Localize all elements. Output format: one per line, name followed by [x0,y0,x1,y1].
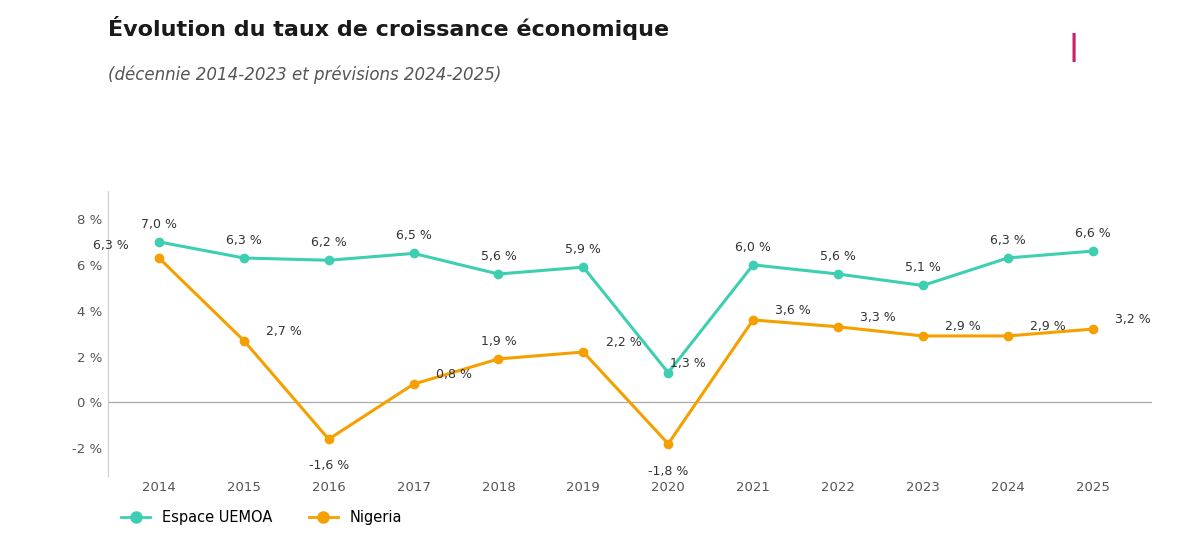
Text: 6,5 %: 6,5 % [396,229,432,242]
Text: 5,1 %: 5,1 % [905,261,941,275]
Text: 2,2 %: 2,2 % [606,336,641,349]
Text: 7,0 %: 7,0 % [140,218,176,231]
Legend: Espace UEMOA, Nigeria: Espace UEMOA, Nigeria [115,504,408,531]
Text: 3,3 %: 3,3 % [860,311,896,324]
Text: -1,6 %: -1,6 % [308,458,349,472]
Text: 3,6 %: 3,6 % [775,304,811,317]
Text: -1,8 %: -1,8 % [648,464,689,478]
Text: 6,2 %: 6,2 % [311,236,347,249]
Text: Évolution du taux de croissance économique: Évolution du taux de croissance économiq… [108,16,670,40]
Text: 1,9 %: 1,9 % [480,335,516,348]
Text: 6,3 %: 6,3 % [226,234,262,247]
Text: 2,9 %: 2,9 % [946,320,980,333]
Text: 2,9 %: 2,9 % [1030,320,1066,333]
Text: 6,3 %: 6,3 % [990,234,1026,247]
Text: 6,0 %: 6,0 % [736,241,772,254]
Text: 1,3 %: 1,3 % [670,357,706,370]
Text: 5,9 %: 5,9 % [565,243,601,256]
Text: 6,3 %: 6,3 % [92,240,128,252]
Text: 6,6 %: 6,6 % [1075,227,1110,240]
Text: 3,2 %: 3,2 % [1115,313,1151,327]
Text: (décennie 2014-2023 et prévisions 2024-2025): (décennie 2014-2023 et prévisions 2024-2… [108,66,502,84]
Text: 5,6 %: 5,6 % [480,250,516,263]
Text: 2,7 %: 2,7 % [266,325,302,338]
Text: 5,6 %: 5,6 % [820,250,856,263]
Text: |: | [1069,33,1079,62]
Text: 0,8 %: 0,8 % [436,368,472,381]
